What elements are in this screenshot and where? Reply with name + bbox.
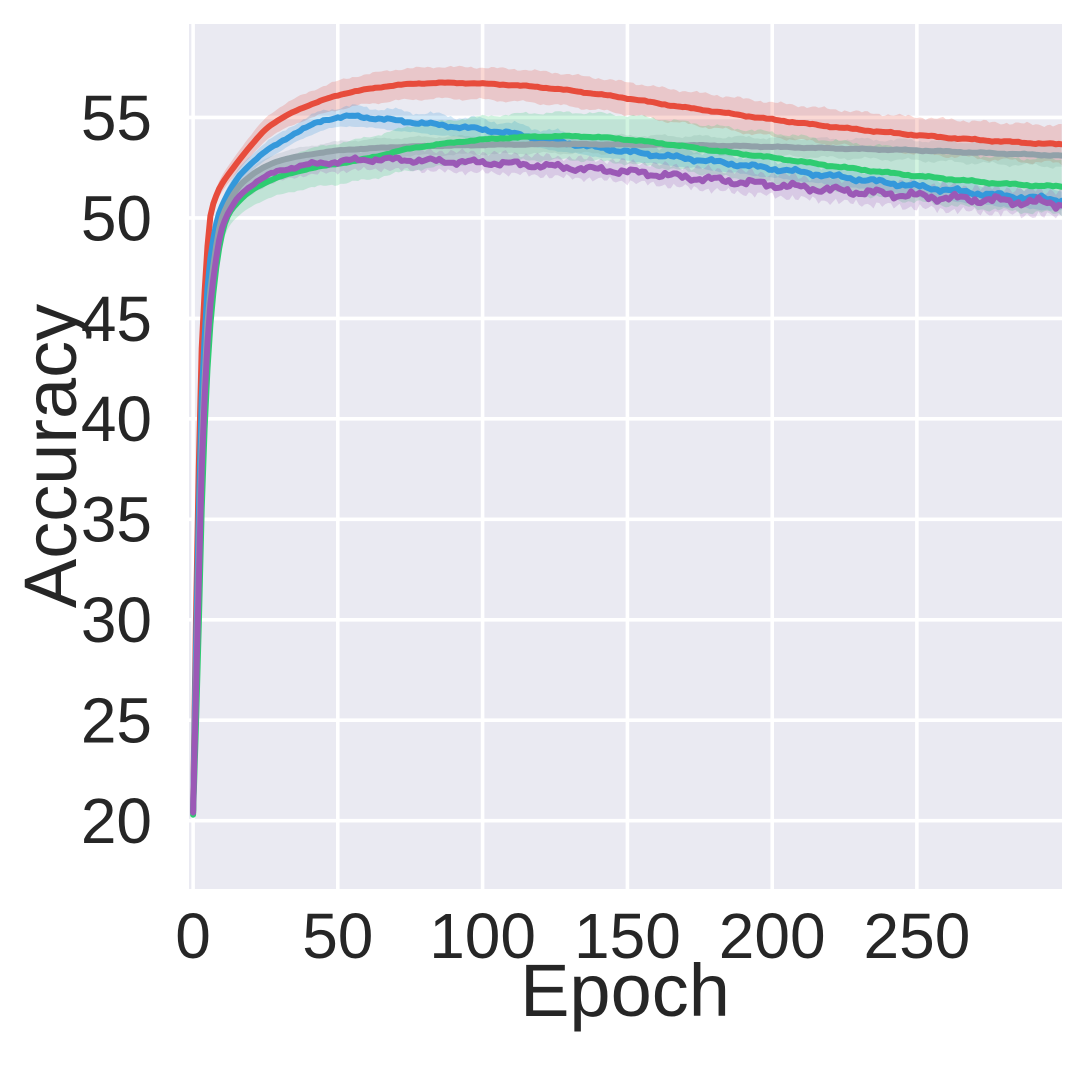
series-line-purple bbox=[190, 154, 1062, 816]
x-tick-label-150: 150 bbox=[574, 900, 681, 972]
x-tick-label-100: 100 bbox=[429, 900, 536, 972]
x-tick-label-50: 50 bbox=[302, 900, 373, 972]
x-tick-label-0: 0 bbox=[175, 900, 211, 972]
x-axis-label: Epoch bbox=[520, 949, 730, 1032]
y-tick-label-35: 35 bbox=[81, 484, 152, 556]
y-tick-label-45: 45 bbox=[81, 283, 152, 355]
series-line-red bbox=[190, 79, 1062, 814]
y-tick-label-55: 55 bbox=[81, 82, 152, 154]
x-tick-label-200: 200 bbox=[719, 900, 826, 972]
y-tick-label-50: 50 bbox=[81, 182, 152, 254]
y-tick-label-30: 30 bbox=[81, 584, 152, 656]
series-line-blue bbox=[190, 112, 1062, 814]
tick-labels: 0 50 100 150 200 250 20 25 30 35 40 45 50 55 bbox=[81, 82, 970, 972]
y-tick-label-20: 20 bbox=[81, 785, 152, 857]
y-tick-label-40: 40 bbox=[81, 383, 152, 455]
series-line-gray bbox=[190, 140, 1062, 816]
y-tick-label-25: 25 bbox=[81, 685, 152, 757]
x-tick-label-250: 250 bbox=[864, 900, 971, 972]
series-lines bbox=[190, 79, 1062, 818]
y-axis-label: Accuracy bbox=[9, 304, 92, 608]
